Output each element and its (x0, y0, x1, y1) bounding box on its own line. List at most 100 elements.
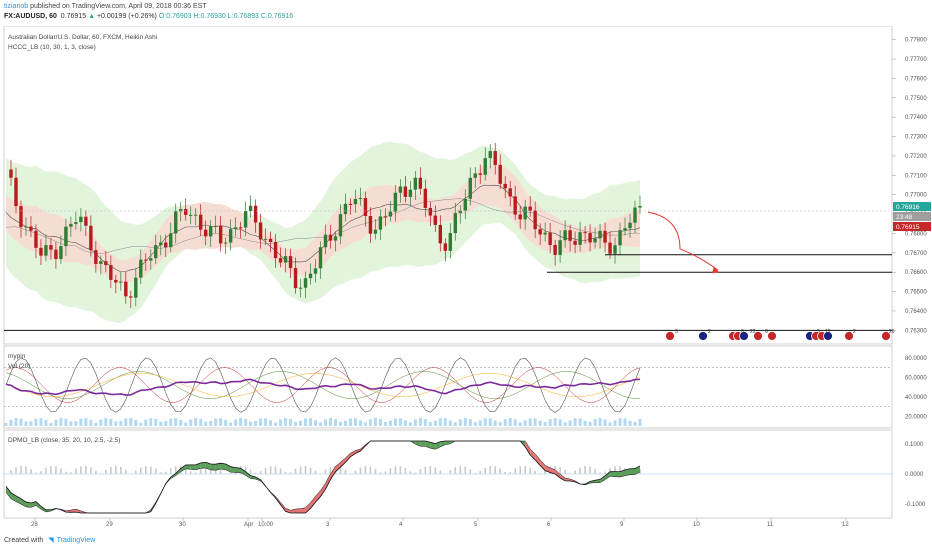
candle-body (548, 232, 552, 245)
histogram-bar (50, 466, 52, 474)
volume-bar (323, 419, 327, 426)
volume-bar (393, 418, 397, 426)
histogram-bar (449, 470, 452, 474)
volume-bar (229, 422, 233, 426)
volume-bar (69, 421, 73, 426)
pane3-label: DPMO_LB (close, 35, 20, 10, 2.5, -2.5) (8, 437, 120, 444)
histogram-bar (519, 466, 521, 474)
volume-bar (294, 421, 298, 426)
candle-body (14, 177, 18, 207)
dpmo-fill (180, 465, 186, 472)
dpmo-fill (240, 468, 246, 476)
histogram-bar (249, 469, 252, 474)
histogram-bar (459, 466, 462, 474)
candle-body (203, 229, 208, 237)
dpmo-fill (250, 475, 256, 480)
candle-body (179, 209, 183, 212)
histogram-bar (494, 466, 497, 474)
dpmo-fill (235, 467, 241, 473)
chart-area[interactable]: 0.77800 0.77700 0.77600 0.77500 0.77400 0.773… (0, 25, 932, 530)
candle-body (313, 268, 318, 274)
volume-bar (234, 419, 238, 426)
x-tick-label: 10 (693, 522, 700, 528)
volume-bar (548, 419, 552, 426)
histogram-bar (369, 466, 372, 474)
dpmo-layer: 0.1000 0.0000 -0.1000 (4, 440, 926, 514)
histogram-bar (604, 471, 606, 474)
histogram-bar (149, 466, 152, 474)
volume-bar (618, 418, 622, 426)
histogram-bar (164, 471, 167, 474)
dpmo-fill (425, 441, 431, 449)
histogram-bar (144, 466, 147, 474)
pane3-tick: 0.0000 (905, 472, 924, 478)
volume-bar (109, 418, 113, 426)
dpmo-fill (205, 462, 211, 470)
volume-bar (433, 420, 437, 426)
author-link[interactable]: tizianob (4, 3, 29, 10)
y-tick-label: 0.76600 (905, 270, 927, 276)
dpmo-fill (540, 459, 546, 471)
volume-bar (34, 418, 38, 426)
volume-bar (154, 418, 158, 426)
volume-bar (483, 418, 487, 426)
event-count: 12 (825, 329, 831, 335)
dpmo-fill (535, 453, 541, 466)
candle-body (413, 177, 418, 190)
candle-body (223, 242, 228, 244)
histogram-bar (539, 473, 541, 474)
event-count: 5 (817, 329, 820, 335)
candle-body (598, 230, 602, 239)
histogram-bar (579, 467, 581, 474)
histogram-bar (294, 468, 297, 474)
y-tick-label: 0.77000 (905, 193, 927, 199)
histogram-bar (214, 467, 217, 474)
flag-icon (665, 331, 675, 341)
candle-body (119, 281, 123, 283)
volume-bar (164, 421, 168, 426)
candle-body (608, 242, 612, 254)
chart-svg[interactable]: 0.77800 0.77700 0.77600 0.77500 0.77400 0.773… (0, 25, 932, 530)
flag-icon (698, 331, 708, 341)
dpmo-fill (190, 464, 196, 470)
volume-bar (19, 418, 23, 426)
main-title: Australian Dollar/U.S. Dollar, 60, FXCM,… (8, 34, 157, 41)
y-tick-label: 0.77500 (905, 96, 927, 102)
indicator-pane-1[interactable] (3, 345, 893, 429)
candle-body (563, 230, 567, 241)
histogram-bar (55, 466, 57, 474)
oscillator-line (5, 371, 641, 399)
candle-body (144, 259, 148, 261)
x-tick-label: 5 (474, 522, 478, 528)
dpmo-fill (40, 506, 46, 512)
dpmo-fill (355, 448, 361, 454)
histogram-bar (174, 466, 177, 474)
volume-bar (488, 418, 492, 426)
volume-bar (289, 418, 293, 426)
histogram-bar (259, 471, 262, 474)
dpmo-fill (305, 502, 311, 513)
histogram-bar (514, 468, 516, 474)
histogram-bar (504, 471, 507, 474)
volume-bar (638, 418, 642, 426)
volume-bar (254, 420, 258, 426)
y-tick-label: 0.76700 (905, 251, 927, 257)
volume-bar (274, 422, 278, 426)
histogram-bar (394, 466, 397, 474)
footer-brand[interactable]: TradingView (56, 537, 96, 544)
candle-body (388, 211, 393, 217)
volume-bar (79, 418, 83, 426)
dpmo-fill (615, 471, 621, 478)
volume-bar (398, 418, 402, 426)
change-text: +0.00199 (+0.26%) (96, 13, 157, 20)
volume-bar (343, 420, 347, 426)
candle-body (363, 198, 368, 217)
volume-bar (498, 422, 502, 426)
event-count: 6 (765, 329, 768, 335)
dpmo-fill (430, 442, 436, 450)
volume-bar (129, 418, 133, 426)
volume-bar (468, 419, 472, 426)
candle-body (79, 216, 83, 223)
volume-bar (443, 418, 447, 426)
volume-bar (423, 419, 427, 426)
